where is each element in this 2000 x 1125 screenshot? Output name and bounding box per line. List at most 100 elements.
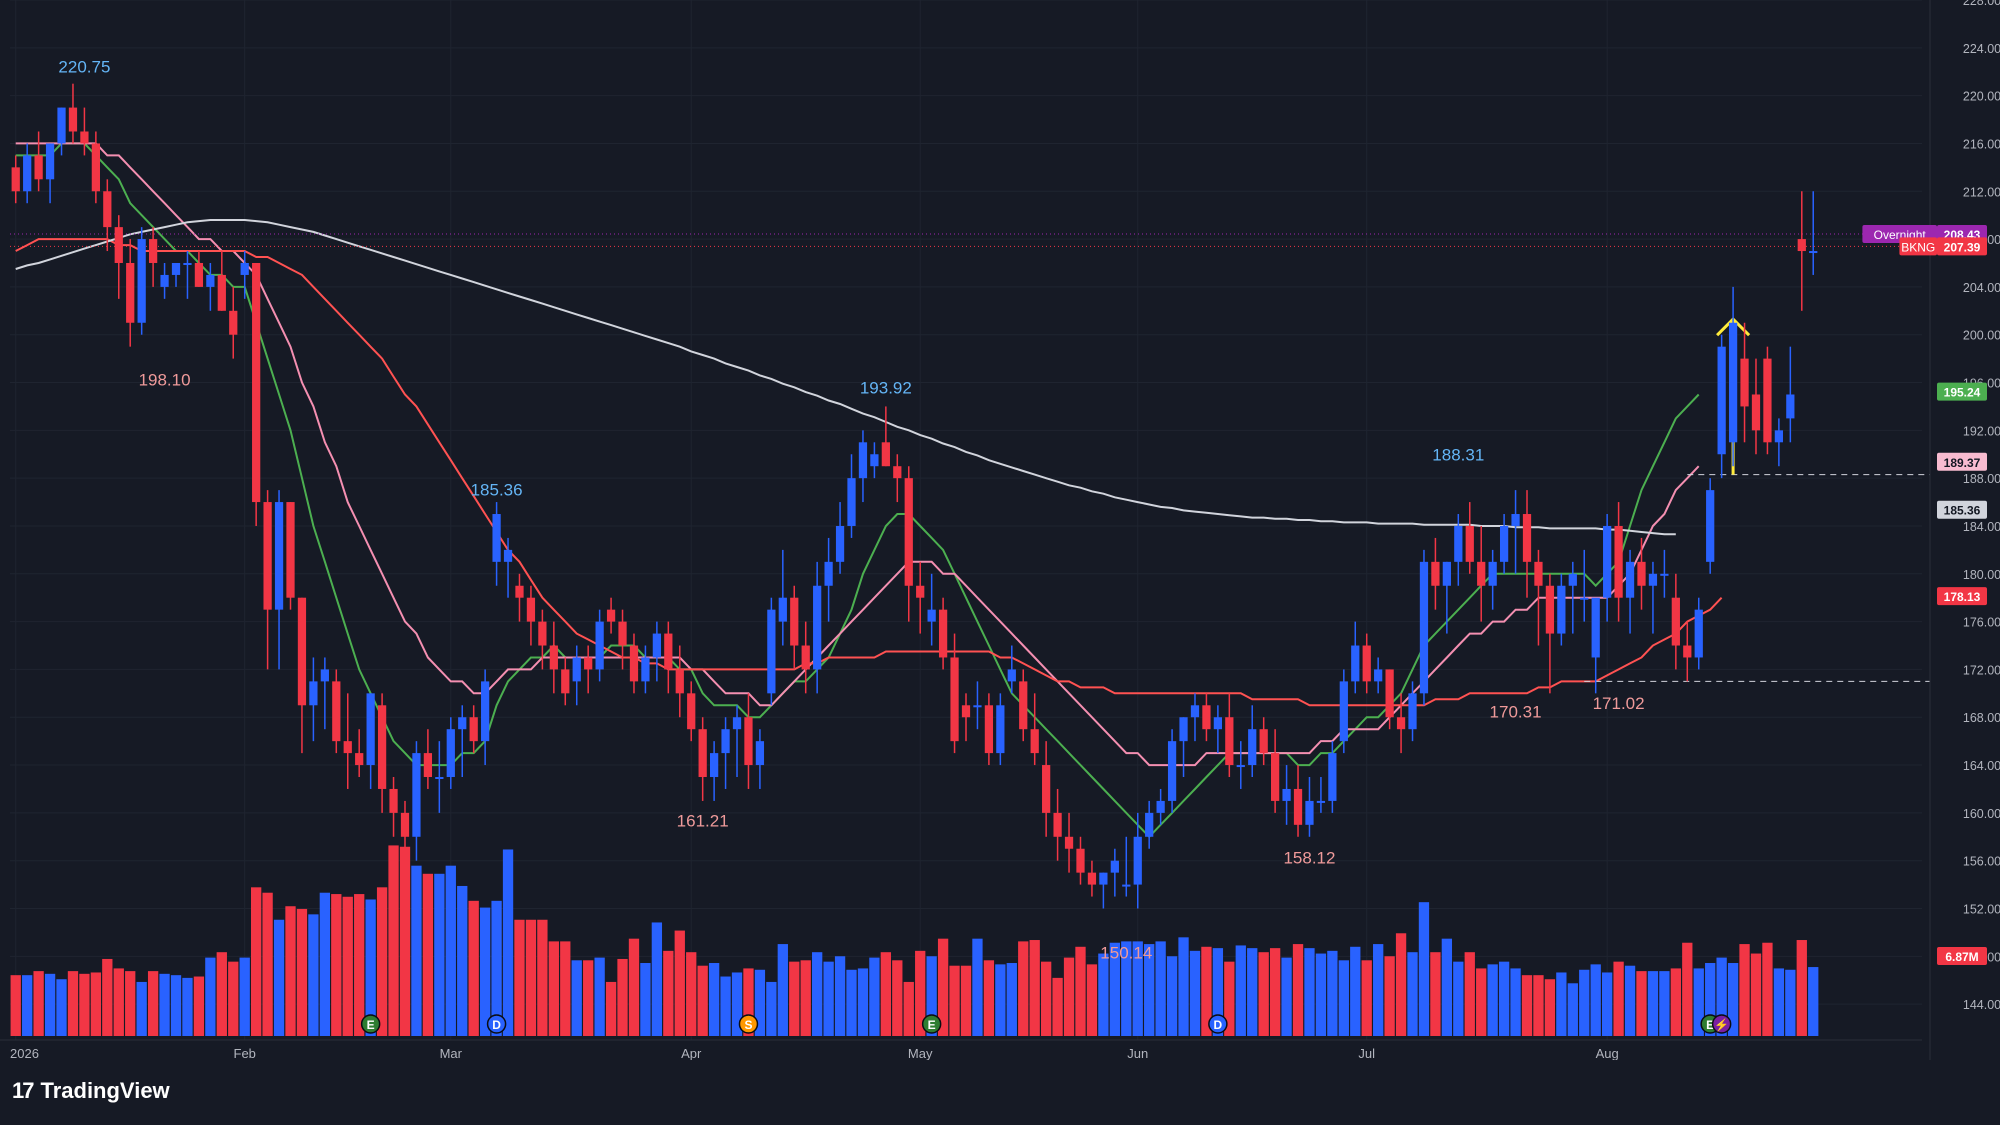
volume-bar <box>605 981 617 1036</box>
candle-body <box>332 681 341 742</box>
volume-bar <box>640 963 651 1036</box>
candle-body <box>1465 525 1474 562</box>
candle-body <box>446 729 455 778</box>
candle <box>1637 537 1646 610</box>
candle <box>1122 836 1131 897</box>
candle-body <box>1534 561 1543 586</box>
y-axis[interactable]: 144.00148.00152.00156.00160.00164.00168.… <box>1929 0 2000 1060</box>
volume-bar <box>1212 948 1224 1036</box>
candle <box>1190 693 1200 742</box>
candle-body <box>11 167 20 192</box>
candles[interactable] <box>11 83 1818 909</box>
price-annotation: 150.14 <box>1100 944 1152 963</box>
volume-bar <box>1808 967 1819 1036</box>
price-annotation: 220.75 <box>58 58 110 77</box>
event-markers[interactable]: E D S E D E ⚡ <box>360 1014 1732 1034</box>
volume-bar <box>1430 952 1441 1036</box>
candle-body <box>1694 609 1703 658</box>
price-scale-label: 195.24 <box>1944 386 1981 400</box>
candle <box>1019 669 1028 742</box>
volume-bar <box>1579 969 1590 1036</box>
candle <box>1499 514 1509 574</box>
event-marker-icon[interactable]: D <box>486 1014 507 1034</box>
event-marker-circle <box>360 1014 381 1034</box>
candle-body <box>1374 669 1383 682</box>
candle-body <box>1019 681 1028 730</box>
volume-bar <box>1201 946 1212 1036</box>
candle-body <box>755 741 765 766</box>
price-scale-label: 178.13 <box>1944 590 1981 604</box>
candle-body <box>469 717 478 742</box>
volume-bar <box>182 977 193 1036</box>
candle <box>1671 573 1680 670</box>
candle <box>515 573 524 622</box>
volume-bar <box>915 950 926 1036</box>
y-axis-label: 176.00 <box>1963 616 2000 630</box>
candle <box>1110 848 1119 897</box>
event-marker-icon[interactable]: S <box>738 1014 759 1034</box>
candle <box>1053 788 1062 861</box>
candle-body <box>91 143 100 192</box>
volume-bar <box>1304 948 1315 1036</box>
candle-body <box>526 597 536 622</box>
candle-body <box>1064 836 1074 849</box>
volume-bar <box>445 865 456 1036</box>
candle <box>961 693 971 742</box>
volume-bar <box>147 971 159 1036</box>
volume-bar <box>1006 963 1017 1036</box>
volume-bar <box>308 914 319 1036</box>
volume-bar <box>1796 940 1807 1036</box>
candle <box>57 107 66 156</box>
candle <box>675 645 684 718</box>
event-marker-icon[interactable]: E <box>921 1014 942 1034</box>
price-annotation: 185.36 <box>471 481 523 500</box>
candle <box>858 430 868 503</box>
event-marker-icon[interactable]: E <box>360 1014 381 1034</box>
event-marker-circle <box>738 1014 759 1034</box>
volume-bar <box>1258 952 1269 1036</box>
volume-bar <box>674 930 685 1036</box>
candle <box>206 262 215 311</box>
volume-bar <box>1407 952 1418 1036</box>
volume-bar <box>1063 957 1075 1036</box>
event-marker-icon[interactable]: ⚡ <box>1711 1014 1732 1034</box>
volume-bar <box>1224 961 1235 1036</box>
volume-bar <box>273 919 285 1036</box>
volume-bar <box>1476 968 1487 1036</box>
candle <box>916 561 925 634</box>
y-axis-label: 156.00 <box>1963 855 2000 869</box>
volume-bar <box>1705 963 1716 1036</box>
candle-body <box>1236 765 1245 768</box>
candle-body <box>1751 394 1761 431</box>
candle <box>778 549 787 646</box>
candle <box>1282 765 1291 825</box>
event-marker-letter: D <box>1214 1018 1223 1032</box>
y-axis-label: 216.00 <box>1963 137 2000 151</box>
volume-bar <box>251 887 262 1036</box>
candle-body <box>1728 322 1738 443</box>
candle-body <box>206 274 215 287</box>
volume-bar <box>1052 977 1063 1036</box>
candle <box>732 705 742 778</box>
candle-body <box>1419 561 1429 694</box>
candle-body <box>778 597 787 622</box>
volume-bar <box>731 972 743 1036</box>
tradingview-logo[interactable]: 17 TradingView <box>12 1078 170 1104</box>
event-marker-circle <box>486 1014 507 1034</box>
volume-bar <box>354 894 365 1036</box>
volume-bar <box>457 885 468 1036</box>
volume-bar <box>331 894 342 1036</box>
candle-body <box>652 633 661 658</box>
candle <box>137 227 146 335</box>
moving-average-line <box>15 219 1676 536</box>
candle <box>1374 657 1383 694</box>
y-axis-label: 200.00 <box>1963 329 2000 343</box>
event-marker-icon[interactable]: D <box>1208 1014 1228 1034</box>
candle <box>1293 765 1303 837</box>
candle <box>1087 860 1097 897</box>
candle <box>343 693 352 789</box>
volume-bar <box>1338 960 1349 1036</box>
candle <box>526 585 536 646</box>
volume-bar <box>376 887 388 1036</box>
